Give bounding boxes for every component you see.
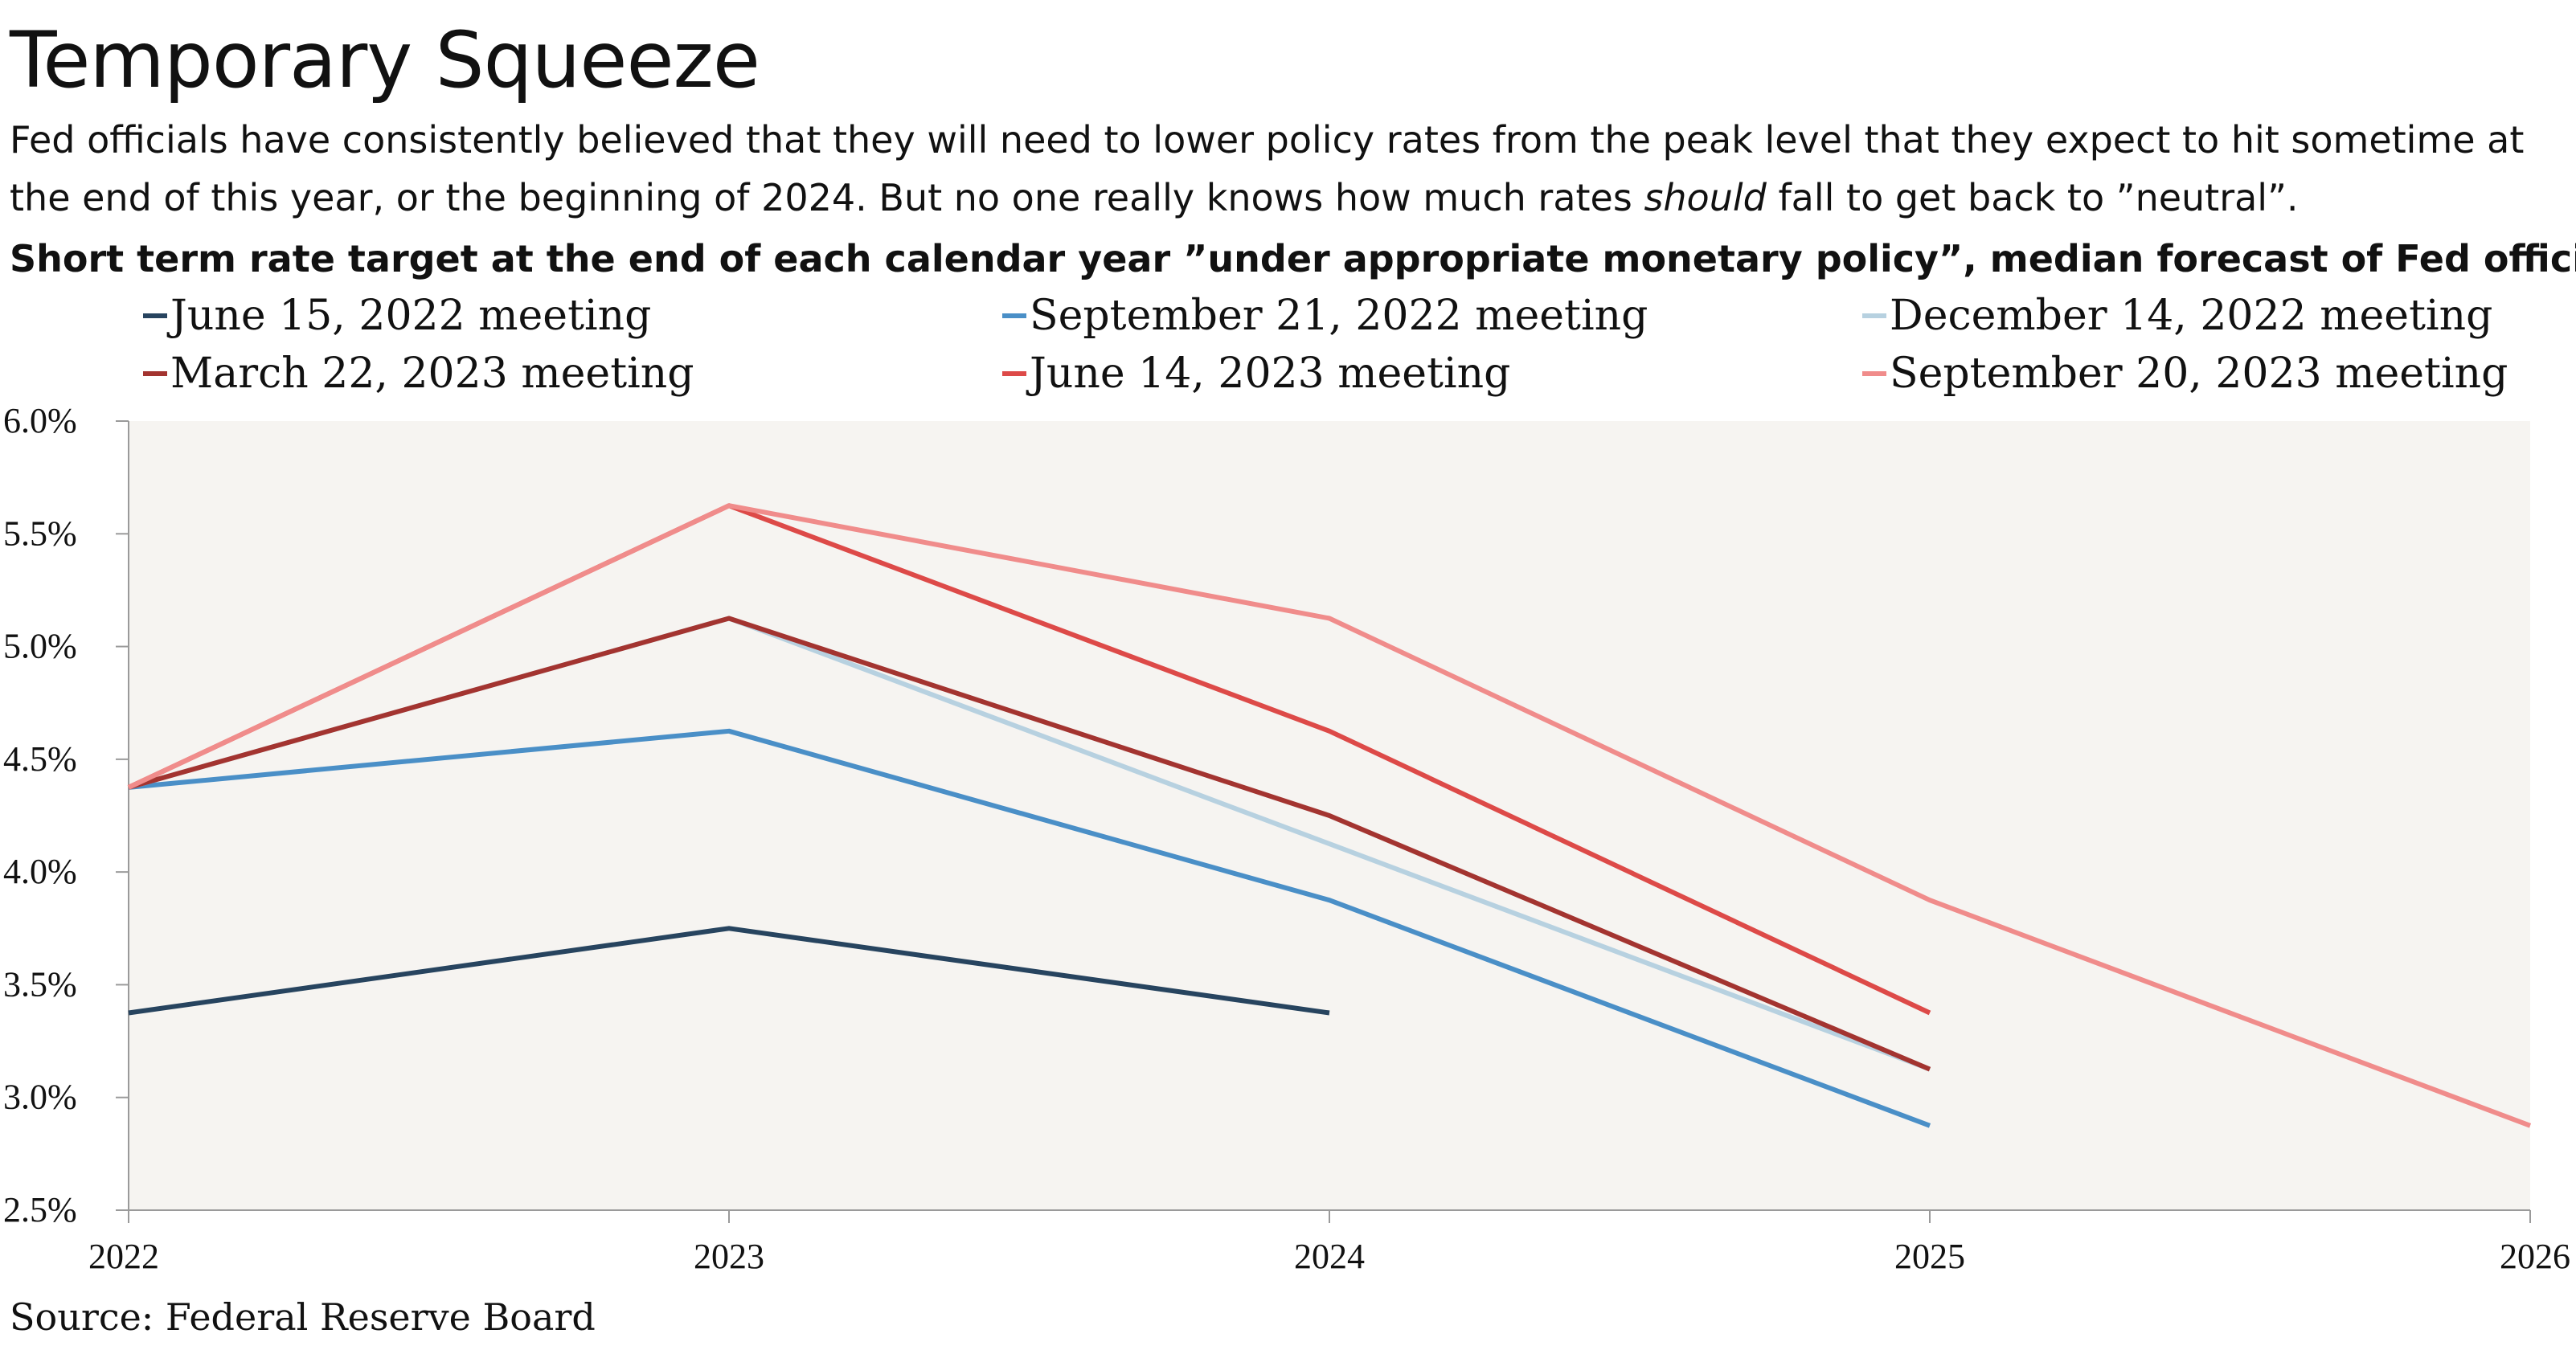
- legend-item-sep-2023: September 20, 2023 meeting: [1862, 346, 2508, 402]
- legend-swatch: [143, 371, 167, 376]
- y-tick-label: 3.0%: [3, 1078, 77, 1117]
- y-tick-label: 6.0%: [3, 401, 77, 440]
- legend-item-jun-2023: June 14, 2023 meeting: [1002, 346, 1510, 402]
- series-line: [128, 728, 1931, 1128]
- x-tick-label: 2023: [694, 1237, 764, 1276]
- legend-swatch: [1002, 313, 1026, 318]
- chart-title: Temporary Squeeze: [10, 15, 760, 105]
- series-line: [128, 616, 1931, 1072]
- legend-label: December 14, 2022 meeting: [1890, 292, 2493, 340]
- x-tick-label: 2022: [88, 1237, 159, 1276]
- y-tick-label: 2.5%: [3, 1190, 77, 1229]
- legend-item-mar-2023: March 22, 2023 meeting: [143, 346, 694, 402]
- legend-item-sep-2022: September 21, 2022 meeting: [1002, 288, 1648, 344]
- subtitle-emphasis: should: [1644, 176, 1767, 219]
- legend-label: September 20, 2023 meeting: [1890, 350, 2508, 398]
- legend: June 15, 2022 meeting September 21, 2022…: [0, 288, 2576, 408]
- legend-swatch: [143, 313, 167, 318]
- legend-swatch: [1862, 313, 1886, 318]
- x-tick-label: 2026: [2500, 1237, 2570, 1276]
- y-tick-label: 3.5%: [3, 964, 77, 1004]
- y-tick-label: 5.5%: [3, 513, 77, 553]
- legend-label: September 21, 2022 meeting: [1030, 292, 1648, 340]
- x-tick-label: 2025: [1894, 1237, 1965, 1276]
- series-line: [128, 926, 1330, 1016]
- subtitle-text-1: Fed officials have consistently believed…: [10, 118, 2525, 219]
- subtitle-text-2: fall to get back to ”neutral”.: [1766, 176, 2299, 219]
- chart-subtitle: Fed officials have consistently believed…: [10, 111, 2562, 227]
- legend-swatch: [1002, 371, 1026, 376]
- series-line: [127, 503, 2532, 1128]
- legend-label: June 15, 2022 meeting: [170, 292, 652, 340]
- legend-item-dec-2022: December 14, 2022 meeting: [1862, 288, 2492, 344]
- source-note: Source: Federal Reserve Board: [10, 1295, 596, 1339]
- legend-item-jun-2022: June 15, 2022 meeting: [143, 288, 651, 344]
- legend-label: March 22, 2023 meeting: [170, 350, 694, 398]
- chart-heading: Short term rate target at the end of eac…: [10, 237, 2576, 280]
- legend-swatch: [1862, 371, 1886, 376]
- y-tick-label: 4.0%: [3, 852, 77, 891]
- legend-label: June 14, 2023 meeting: [1030, 350, 1511, 398]
- x-tick-label: 2024: [1294, 1237, 1365, 1276]
- y-tick-label: 4.5%: [3, 739, 77, 779]
- y-tick-label: 5.0%: [3, 627, 77, 666]
